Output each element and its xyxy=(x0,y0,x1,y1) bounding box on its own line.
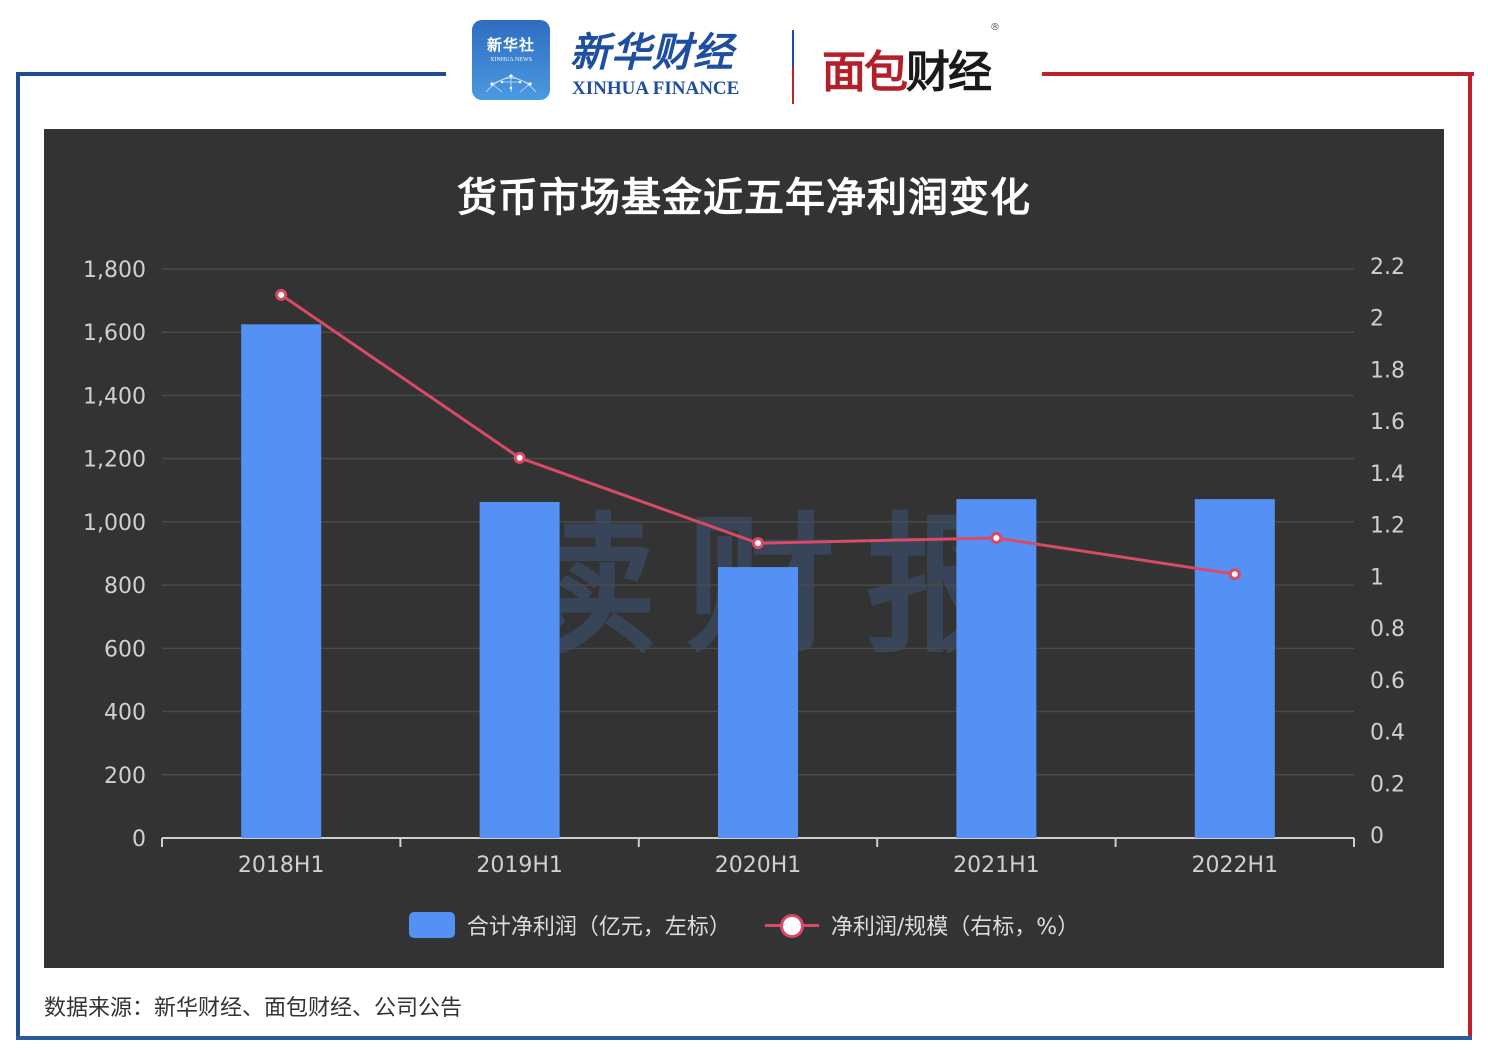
xinhua-finance-cn-logo: 新华财经 xyxy=(570,29,734,76)
x-axis-category-label: 2022H1 xyxy=(1192,853,1279,878)
bar-net-profit[interactable] xyxy=(241,324,322,838)
line-point-marker[interactable] xyxy=(752,537,764,550)
line-point-marker[interactable] xyxy=(275,288,288,301)
bar-net-profit[interactable] xyxy=(479,501,560,838)
right-axis-tick: 1.2 xyxy=(1370,514,1405,539)
right-axis-tick: 0 xyxy=(1370,824,1384,849)
left-axis-tick: 400 xyxy=(104,701,146,726)
xinhua-badge-cn: 新华社 xyxy=(486,36,535,54)
bar-net-profit[interactable] xyxy=(718,567,798,838)
header-divider xyxy=(792,30,794,104)
chart-title: 货币市场基金近五年净利润变化 xyxy=(457,175,1031,221)
combo-chart: 0 200 400 600 800 1,000 1,200 1,400 1,600 1,800 0 0… xyxy=(83,255,1405,878)
right-axis-tick: 1.6 xyxy=(1370,410,1405,435)
frame-top-border-red xyxy=(1042,72,1474,76)
left-axis-tick: 1,200 xyxy=(83,448,146,473)
bar-net-profit[interactable] xyxy=(1194,499,1275,838)
x-axis-category-label: 2021H1 xyxy=(953,853,1040,878)
left-axis-tick: 1,800 xyxy=(83,258,146,283)
registered-mark: ® xyxy=(990,22,1000,33)
mianbao-finance-logo: 面包财经 xyxy=(822,36,992,100)
frame-left-border xyxy=(16,72,20,1040)
mianbao-logo-red: 面包 xyxy=(822,47,908,98)
legend-item-profit-ratio[interactable]: 净利润/规模（右标，%） xyxy=(764,909,1080,941)
legend-item-net-profit[interactable]: 合计净利润（亿元，左标） xyxy=(408,909,731,941)
right-axis-tick: 1.4 xyxy=(1370,462,1405,487)
right-axis-tick: 0.6 xyxy=(1370,669,1405,694)
bar-swatch-icon xyxy=(408,912,455,938)
legend-label-net-profit: 合计净利润（亿元，左标） xyxy=(466,915,731,940)
chart-legend: 合计净利润（亿元，左标） 净利润/规模（右标，%） xyxy=(44,909,1444,941)
line-point-marker[interactable] xyxy=(1228,568,1241,581)
line-marker-swatch-icon xyxy=(764,912,819,938)
right-axis-tick: 2 xyxy=(1370,307,1384,332)
right-axis-tick: 0.8 xyxy=(1370,617,1405,642)
left-axis-tick: 1,000 xyxy=(83,511,146,536)
legend-label-profit-ratio: 净利润/规模（右标，%） xyxy=(830,915,1080,940)
line-profit-ratio xyxy=(280,293,1236,576)
xinhua-news-logo: 新华社 XINHUA NEWS xyxy=(472,20,550,100)
x-axis-category-label: 2019H1 xyxy=(476,853,563,878)
network-globe-icon xyxy=(485,74,537,93)
frame-top-border-blue xyxy=(16,72,446,76)
x-axis-category-label: 2018H1 xyxy=(238,853,325,878)
mianbao-logo-dark: 财经 xyxy=(906,47,992,98)
right-axis-tick: 0.2 xyxy=(1370,772,1405,797)
logo-header: 新华社 XINHUA NEWS 新华财经 XINHUA FINANCE 面包财经… xyxy=(470,18,1030,108)
bar-net-profit[interactable] xyxy=(956,499,1037,838)
right-axis-tick: 2.2 xyxy=(1370,255,1405,280)
line-point-marker[interactable] xyxy=(990,531,1003,544)
xinhua-badge-en: XINHUA NEWS xyxy=(490,57,532,63)
frame-bottom-border xyxy=(16,1036,1472,1040)
xinhua-finance-en-logo: XINHUA FINANCE xyxy=(572,78,740,99)
left-axis-tick: 800 xyxy=(104,574,146,599)
right-axis-tick: 1 xyxy=(1370,565,1384,590)
frame-right-border xyxy=(1468,72,1472,1040)
data-source-note: 数据来源：新华财经、面包财经、公司公告 xyxy=(44,996,463,1021)
line-point-marker[interactable] xyxy=(513,451,526,464)
left-axis-tick: 600 xyxy=(104,637,146,662)
left-axis-tick: 1,400 xyxy=(83,384,146,409)
right-axis-tick: 0.4 xyxy=(1370,721,1405,746)
left-axis-tick: 1,600 xyxy=(83,321,146,346)
left-axis-tick: 200 xyxy=(104,764,146,789)
chart-panel: 货币市场基金近五年净利润变化 读财报 02004006008001,0001,2… xyxy=(44,129,1444,968)
x-axis-category-label: 2020H1 xyxy=(715,853,802,878)
left-axis-tick: 0 xyxy=(132,827,146,852)
right-axis-tick: 1.8 xyxy=(1370,358,1405,383)
